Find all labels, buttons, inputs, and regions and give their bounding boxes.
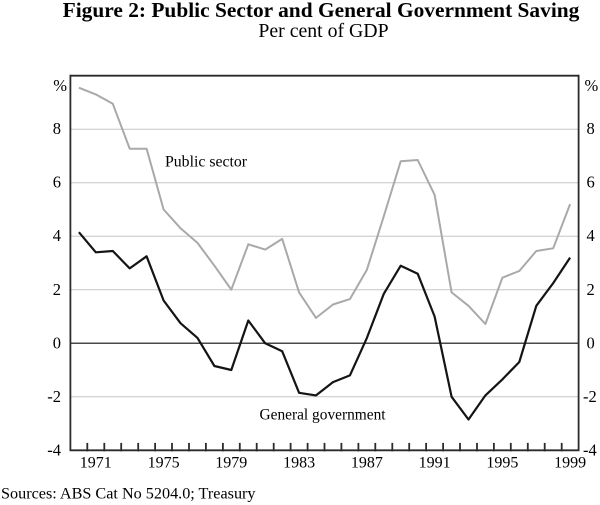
svg-text:2: 2 (587, 280, 595, 299)
svg-text:1991: 1991 (419, 455, 451, 472)
svg-text:-2: -2 (47, 387, 61, 406)
svg-text:0: 0 (587, 333, 595, 352)
svg-text:0: 0 (53, 333, 61, 352)
svg-text:Per cent of GDP: Per cent of GDP (258, 20, 388, 42)
svg-text:4: 4 (587, 226, 595, 245)
svg-text:1987: 1987 (351, 455, 383, 472)
svg-text:1999: 1999 (554, 455, 586, 472)
svg-text:-4: -4 (583, 440, 597, 459)
svg-text:%: % (585, 76, 599, 95)
svg-text:-2: -2 (583, 387, 597, 406)
svg-text:1971: 1971 (80, 455, 112, 472)
svg-text:1983: 1983 (283, 455, 315, 472)
svg-text:Sources: ABS Cat No 5204.0; Tr: Sources: ABS Cat No 5204.0; Treasury (1, 485, 256, 503)
svg-text:Public sector: Public sector (165, 153, 248, 170)
svg-text:1975: 1975 (148, 455, 180, 472)
svg-text:4: 4 (53, 226, 61, 245)
svg-text:%: % (53, 76, 67, 95)
svg-text:2: 2 (53, 280, 61, 299)
svg-text:8: 8 (587, 119, 595, 138)
svg-text:-4: -4 (47, 440, 61, 459)
svg-text:Figure 2: Public Sector and Ge: Figure 2: Public Sector and General Gove… (63, 0, 580, 22)
svg-text:8: 8 (53, 119, 61, 138)
svg-text:6: 6 (587, 173, 595, 192)
svg-text:6: 6 (53, 173, 61, 192)
svg-text:1995: 1995 (486, 455, 518, 472)
svg-text:1979: 1979 (215, 455, 247, 472)
svg-text:General government: General government (260, 407, 387, 424)
